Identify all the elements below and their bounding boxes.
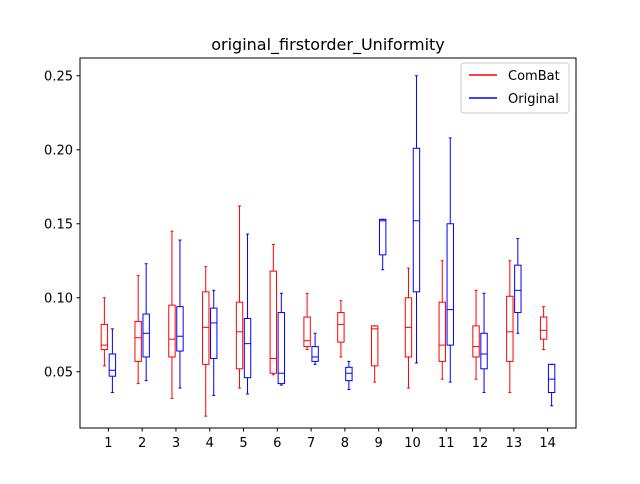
iqr-box xyxy=(142,313,150,358)
box-original-14 xyxy=(547,363,556,407)
iqr-box xyxy=(539,316,548,340)
iqr-box xyxy=(235,301,244,370)
x-tick-label: 3 xyxy=(172,436,180,451)
box-combat-7 xyxy=(303,292,311,351)
x-tick-label: 6 xyxy=(273,436,281,451)
box-original-1 xyxy=(108,328,117,393)
iqr-box xyxy=(337,312,345,343)
iqr-box xyxy=(514,264,522,314)
x-tick-label: 7 xyxy=(307,436,315,451)
x-tick-label: 5 xyxy=(239,436,247,451)
y-tick-label: 0.25 xyxy=(44,69,73,84)
axes-frame xyxy=(79,57,577,429)
x-tick-label: 11 xyxy=(438,436,455,451)
iqr-box xyxy=(168,304,176,358)
box-combat-14 xyxy=(539,306,548,351)
x-tick-label: 8 xyxy=(341,436,349,451)
iqr-box xyxy=(446,223,454,346)
plot-area xyxy=(100,75,556,417)
box-combat-11 xyxy=(438,260,446,380)
series-combat xyxy=(100,205,548,417)
box-original-12 xyxy=(480,292,488,393)
box-combat-12 xyxy=(472,289,480,380)
box-combat-3 xyxy=(168,230,176,399)
box-original-10 xyxy=(412,75,421,364)
iqr-box xyxy=(370,325,379,367)
box-combat-8 xyxy=(337,300,345,358)
iqr-box xyxy=(303,316,311,348)
box-original-3 xyxy=(176,239,184,389)
iqr-box xyxy=(547,363,556,393)
x-tick-label: 2 xyxy=(138,436,146,451)
iqr-box xyxy=(108,353,117,377)
iqr-box xyxy=(134,320,142,362)
box-combat-13 xyxy=(506,260,514,393)
box-combat-2 xyxy=(134,275,142,385)
iqr-box xyxy=(480,332,488,370)
x-tick-label: 13 xyxy=(506,436,523,451)
box-combat-4 xyxy=(202,266,210,417)
x-axis: 1 2 3 4 5 6 7 8 9 10 11 12 13 14 xyxy=(104,428,556,451)
box-combat-5 xyxy=(235,205,244,389)
iqr-box xyxy=(311,346,319,362)
y-tick-label: 0.20 xyxy=(44,143,73,158)
box-original-4 xyxy=(210,289,218,396)
iqr-box xyxy=(438,301,446,362)
iqr-box xyxy=(100,323,109,351)
iqr-box xyxy=(378,218,387,256)
y-tick-label: 0.10 xyxy=(44,291,73,306)
box-original-7 xyxy=(311,332,319,365)
iqr-box xyxy=(506,295,514,362)
x-tick-label: 12 xyxy=(472,436,489,451)
iqr-box xyxy=(472,325,480,358)
x-tick-label: 1 xyxy=(104,436,112,451)
iqr-box xyxy=(412,147,421,293)
box-original-5 xyxy=(243,233,252,395)
y-tick-label: 0.05 xyxy=(44,365,73,380)
legend: ComBat Original xyxy=(460,62,570,114)
box-original-9 xyxy=(378,218,387,271)
iqr-box xyxy=(176,306,184,352)
series-original xyxy=(108,75,556,407)
box-original-2 xyxy=(142,263,150,382)
x-tick-label: 10 xyxy=(404,436,421,451)
box-combat-9 xyxy=(370,325,379,383)
y-tick-label: 0.15 xyxy=(44,217,73,232)
box-combat-1 xyxy=(100,297,109,367)
legend-label-original: Original xyxy=(508,92,559,107)
box-combat-10 xyxy=(404,267,413,389)
iqr-box xyxy=(202,291,210,365)
x-tick-label: 14 xyxy=(539,436,556,451)
box-original-6 xyxy=(277,292,286,386)
box-original-11 xyxy=(446,137,454,383)
chart-title: original_firstorder_Uniformity xyxy=(211,35,445,55)
x-tick-label: 4 xyxy=(206,436,214,451)
iqr-box xyxy=(210,307,218,359)
box-original-13 xyxy=(514,238,522,334)
box-original-8 xyxy=(345,360,353,391)
box-combat-6 xyxy=(269,243,278,376)
iqr-box xyxy=(345,366,353,382)
iqr-box xyxy=(243,317,252,379)
iqr-box xyxy=(277,312,286,385)
x-tick-label: 9 xyxy=(375,436,383,451)
legend-label-combat: ComBat xyxy=(508,69,560,84)
iqr-box xyxy=(269,270,278,374)
y-axis: 0.05 0.10 0.15 0.20 0.25 xyxy=(44,69,80,380)
